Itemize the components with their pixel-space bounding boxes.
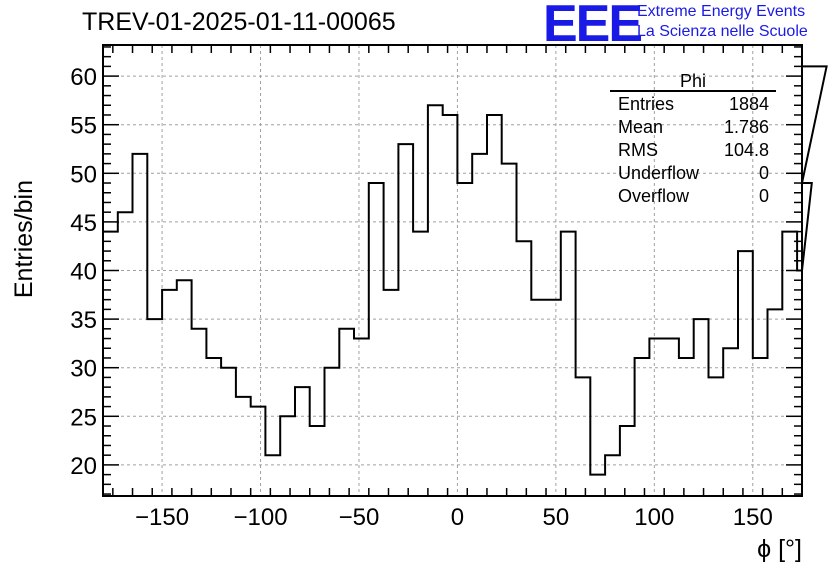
stats-label: RMS xyxy=(618,140,658,160)
x-axis-label: ϕ [°] xyxy=(757,535,802,563)
x-tick-label: −100 xyxy=(233,504,287,531)
x-tick-label: −150 xyxy=(135,504,189,531)
stats-box: Phi Entries 1884 Mean 1.786 RMS 104.8 Underflo… xyxy=(610,71,776,206)
x-tick-label: 150 xyxy=(733,504,773,531)
y-axis-label: Entries/bin xyxy=(10,180,38,298)
y-tick-label: 60 xyxy=(70,64,97,91)
chart-title: TREV-01-2025-01-11-00065 xyxy=(82,8,396,36)
x-tick-label: 0 xyxy=(451,504,464,531)
y-tick-label: 35 xyxy=(70,307,97,334)
y-tick-label: 40 xyxy=(70,259,97,286)
y-tick-label: 20 xyxy=(70,453,97,480)
x-tick-label: −50 xyxy=(339,504,380,531)
stats-label: Overflow xyxy=(618,186,690,206)
stats-value: 0 xyxy=(759,163,769,183)
logo-caption-line1: Extreme Energy Events xyxy=(637,3,806,20)
grid-lines xyxy=(103,45,802,496)
y-tick-labels: 20 25 30 35 40 45 50 55 60 xyxy=(70,64,97,480)
axis-ticks xyxy=(103,45,803,496)
y-tick-label: 55 xyxy=(70,113,97,140)
y-tick-label: 50 xyxy=(70,161,97,188)
plot-frame xyxy=(102,44,803,497)
stats-value: 1884 xyxy=(729,94,769,114)
x-tick-labels: −150 −100 −50 0 50 100 150 xyxy=(135,504,773,531)
stats-value: 0 xyxy=(759,186,769,206)
stats-label: Mean xyxy=(618,117,663,137)
stats-value: 104.8 xyxy=(724,140,769,160)
stats-label: Entries xyxy=(618,94,674,114)
y-tick-label: 45 xyxy=(70,210,97,237)
stats-title: Phi xyxy=(680,71,706,91)
x-tick-label: 50 xyxy=(543,504,570,531)
y-tick-label: 25 xyxy=(70,404,97,431)
stats-value: 1.786 xyxy=(724,117,769,137)
x-tick-label: 100 xyxy=(634,504,674,531)
histogram-step-line xyxy=(103,65,828,476)
y-tick-label: 30 xyxy=(70,356,97,383)
stats-label: Underflow xyxy=(618,163,700,183)
logo-caption-line2: La Scienza nelle Scuole xyxy=(637,23,808,40)
